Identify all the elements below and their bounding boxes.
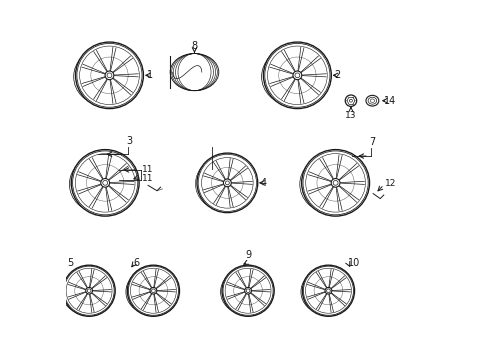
- Ellipse shape: [127, 270, 170, 312]
- Text: 12: 12: [384, 179, 395, 188]
- Ellipse shape: [245, 289, 249, 293]
- Ellipse shape: [330, 179, 339, 187]
- Ellipse shape: [65, 270, 107, 312]
- Ellipse shape: [75, 42, 143, 109]
- Ellipse shape: [151, 289, 155, 293]
- Ellipse shape: [71, 150, 139, 216]
- Ellipse shape: [66, 270, 108, 311]
- Ellipse shape: [305, 270, 347, 311]
- Ellipse shape: [74, 49, 130, 104]
- Ellipse shape: [261, 49, 318, 104]
- Ellipse shape: [268, 49, 322, 102]
- Ellipse shape: [263, 42, 331, 109]
- Ellipse shape: [225, 270, 267, 311]
- Ellipse shape: [170, 54, 218, 91]
- Text: 13: 13: [345, 111, 356, 120]
- Ellipse shape: [197, 158, 249, 210]
- Ellipse shape: [302, 270, 345, 312]
- Ellipse shape: [223, 179, 231, 187]
- Ellipse shape: [224, 270, 266, 312]
- Ellipse shape: [197, 153, 257, 213]
- Ellipse shape: [63, 265, 115, 316]
- Ellipse shape: [222, 265, 274, 316]
- Ellipse shape: [69, 157, 126, 212]
- Ellipse shape: [299, 157, 356, 212]
- Ellipse shape: [125, 270, 169, 313]
- Ellipse shape: [107, 73, 112, 78]
- Ellipse shape: [80, 49, 135, 102]
- Ellipse shape: [71, 157, 127, 211]
- Ellipse shape: [222, 270, 264, 312]
- Ellipse shape: [326, 289, 329, 293]
- Ellipse shape: [102, 180, 107, 185]
- Ellipse shape: [302, 265, 354, 316]
- Ellipse shape: [301, 150, 369, 216]
- Text: 6: 6: [133, 258, 139, 268]
- Ellipse shape: [325, 287, 331, 294]
- Ellipse shape: [129, 270, 171, 312]
- Ellipse shape: [87, 289, 91, 293]
- Ellipse shape: [61, 270, 105, 313]
- Ellipse shape: [101, 179, 109, 187]
- Ellipse shape: [292, 71, 301, 80]
- Ellipse shape: [306, 157, 360, 210]
- Ellipse shape: [127, 265, 179, 316]
- Ellipse shape: [131, 270, 173, 311]
- Ellipse shape: [294, 73, 299, 78]
- Text: 11: 11: [142, 165, 153, 174]
- Text: 1: 1: [147, 70, 153, 80]
- Ellipse shape: [76, 157, 130, 210]
- Ellipse shape: [199, 157, 252, 209]
- Ellipse shape: [74, 157, 129, 211]
- Ellipse shape: [225, 181, 229, 185]
- Text: 4: 4: [261, 178, 266, 188]
- Ellipse shape: [85, 287, 92, 294]
- Ellipse shape: [345, 95, 356, 107]
- Text: 8: 8: [191, 41, 197, 51]
- Ellipse shape: [198, 157, 250, 209]
- Ellipse shape: [63, 270, 106, 312]
- Ellipse shape: [78, 49, 133, 103]
- Ellipse shape: [76, 49, 132, 104]
- Ellipse shape: [304, 270, 346, 312]
- Ellipse shape: [195, 158, 248, 210]
- Text: 11: 11: [142, 174, 153, 183]
- Ellipse shape: [365, 95, 378, 106]
- Text: 10: 10: [347, 258, 360, 268]
- Ellipse shape: [105, 71, 114, 80]
- Ellipse shape: [150, 287, 157, 294]
- Ellipse shape: [300, 270, 344, 313]
- Ellipse shape: [332, 180, 337, 185]
- Text: 9: 9: [244, 250, 251, 260]
- Ellipse shape: [244, 287, 251, 294]
- Ellipse shape: [304, 157, 359, 211]
- Ellipse shape: [220, 270, 264, 313]
- Ellipse shape: [302, 157, 357, 211]
- Ellipse shape: [264, 49, 319, 104]
- Text: 2: 2: [334, 70, 340, 80]
- Ellipse shape: [265, 49, 321, 103]
- Text: 7: 7: [368, 137, 375, 147]
- Text: 3: 3: [126, 136, 133, 146]
- Text: 5: 5: [67, 258, 74, 268]
- Text: 14: 14: [383, 96, 395, 106]
